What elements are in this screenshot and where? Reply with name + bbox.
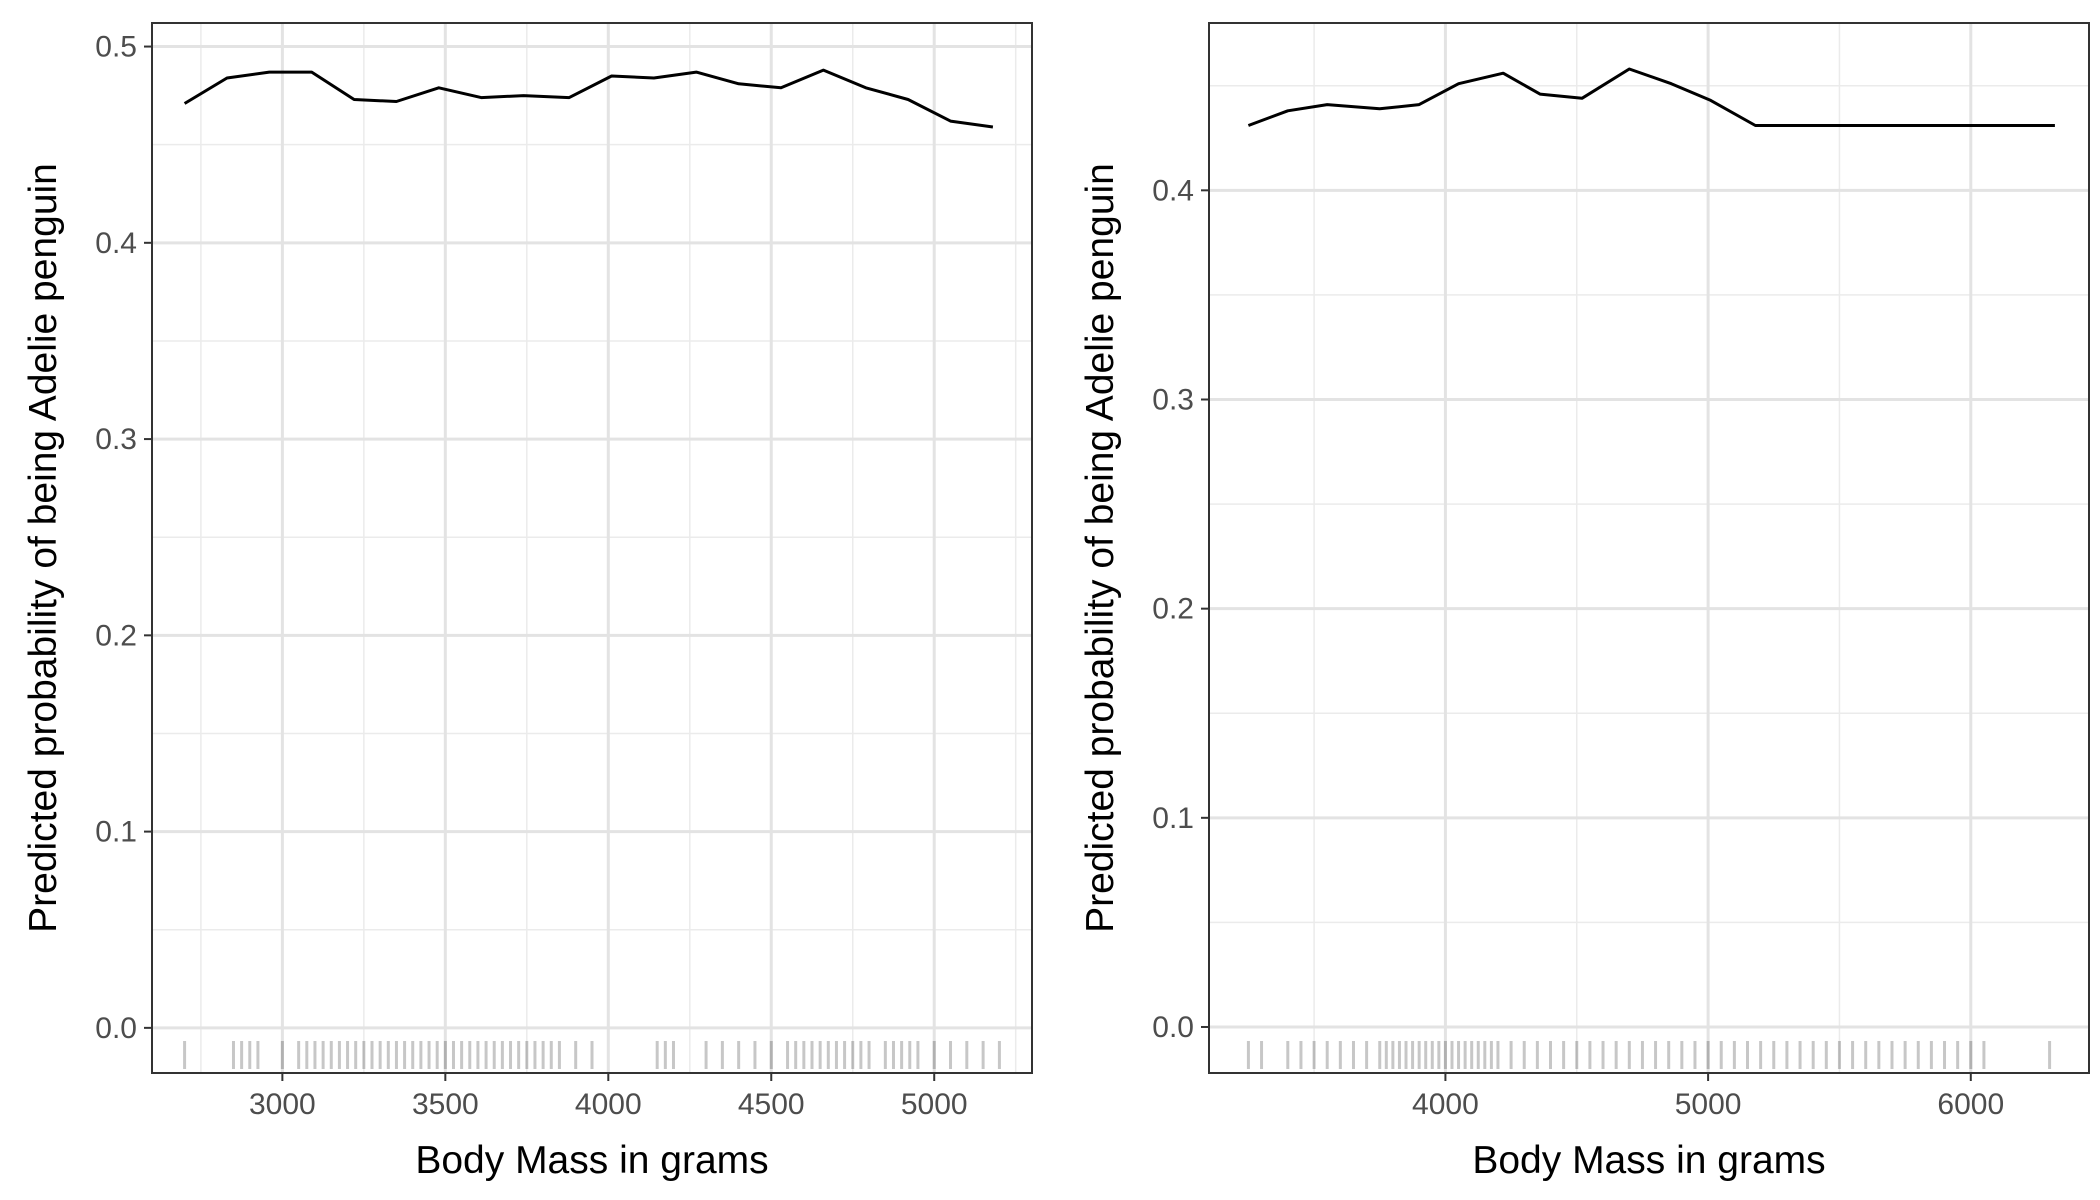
x-tick-label: 5000: [1675, 1088, 1742, 1121]
right-panel: 4000 5000 6000 0.0 0.1 0.2 0.3 0.4 Body Mass in …: [1079, 22, 2090, 1182]
y-tick-label: 0.5: [95, 31, 137, 64]
x-tick-label: 5000: [901, 1088, 968, 1121]
y-tick-label: 0.0: [1152, 1011, 1194, 1044]
y-tick-label: 0.4: [1152, 174, 1194, 207]
panel-border: [151, 22, 1033, 1074]
y-tick-label: 0.2: [95, 619, 137, 652]
y-tick-label: 0.3: [95, 423, 137, 456]
y-tick-label: 0.4: [95, 227, 137, 260]
x-tick-label: 4000: [575, 1088, 642, 1121]
y-tick-label: 0.3: [1152, 383, 1194, 416]
series-line: [1247, 67, 2055, 127]
x-tick-label: 6000: [1937, 1088, 2004, 1121]
panel-border: [1208, 22, 2090, 1074]
x-tick-label: 4000: [1412, 1088, 1479, 1121]
y-axis-title: Predicted probability of being Adelie pe…: [22, 163, 65, 933]
y-tick-label: 0.1: [1152, 802, 1194, 835]
y-tick-label: 0.1: [95, 816, 137, 849]
x-axis-title: Body Mass in grams: [1472, 1139, 1825, 1182]
x-axis-title: Body Mass in grams: [415, 1139, 768, 1182]
x-tick-label: 3000: [249, 1088, 316, 1121]
series-line: [183, 68, 994, 129]
y-tick-label: 0.2: [1152, 593, 1194, 626]
y-tick-label: 0.0: [95, 1012, 137, 1045]
x-tick-label: 3500: [412, 1088, 479, 1121]
plot-background: [152, 23, 1032, 1073]
y-axis-title: Predicted probability of being Adelie pe…: [1079, 163, 1122, 933]
left-panel: 3000 3500 4000 4500 5000 0.0 0.1 0.2 0.3 0.4 0.5 Bo…: [22, 22, 1033, 1182]
x-tick-label: 4500: [738, 1088, 805, 1121]
plot-background: [1209, 23, 2089, 1073]
